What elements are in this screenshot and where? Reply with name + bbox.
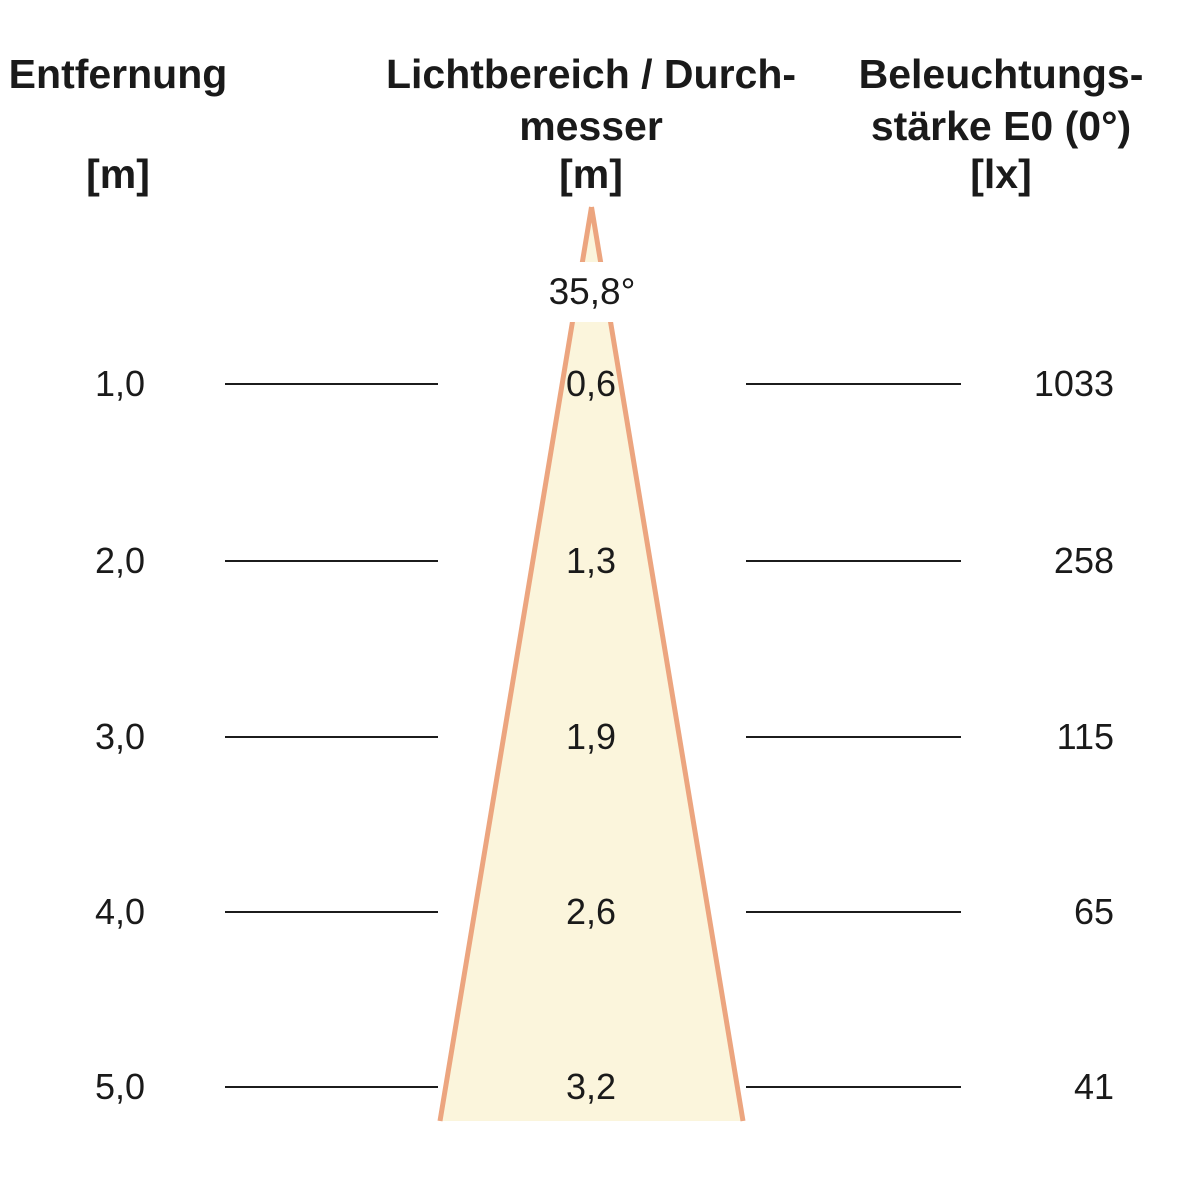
header-diameter-title-line1: Lichtbereich / Durch- [385,51,797,97]
row-line-right [746,560,961,562]
row-line-left [225,1086,438,1088]
distance-value: 5,0 [94,1066,146,1107]
row-line-left [225,383,438,385]
distance-value: 1,0 [94,363,146,404]
header-diameter-unit: [m] [559,151,623,197]
beam-angle-label: 35,8° [536,262,648,322]
light-cone-fill [440,207,743,1121]
header-distance-title: Entfernung [8,51,228,97]
illuminance-value: 1033 [1033,363,1114,404]
table-row: 1,0 0,6 1033 [0,358,1182,410]
diameter-value: 0,6 [565,363,617,404]
table-row: 5,0 3,2 41 [0,1061,1182,1113]
diameter-value: 3,2 [565,1066,617,1107]
diameter-value: 1,3 [565,540,617,581]
table-row: 3,0 1,9 115 [0,711,1182,763]
row-line-left [225,911,438,913]
light-cone-left-edge [437,206,594,1122]
header-illuminance-unit: [lx] [970,151,1032,197]
row-line-right [746,911,961,913]
row-line-left [225,736,438,738]
row-line-right [746,736,961,738]
diameter-value: 1,9 [565,716,617,757]
table-row: 2,0 1,3 258 [0,535,1182,587]
illuminance-value: 65 [1073,891,1114,932]
row-line-right [746,383,961,385]
header-illuminance-title-line2: stärke E0 (0°) [870,103,1132,149]
distance-value: 4,0 [94,891,146,932]
light-cone-right-edge [589,206,746,1122]
illuminance-value: 115 [1056,716,1114,757]
row-line-left [225,560,438,562]
illuminance-value: 41 [1073,1066,1114,1107]
diameter-value: 2,6 [565,891,617,932]
table-row: 4,0 2,6 65 [0,886,1182,938]
header-illuminance-title-line1: Beleuchtungs- [858,51,1144,97]
header-diameter-title-line2: messer [519,103,663,149]
distance-value: 3,0 [94,716,146,757]
distance-value: 2,0 [94,540,146,581]
illuminance-value: 258 [1053,540,1114,581]
header-distance-unit: [m] [86,151,150,197]
row-line-right [746,1086,961,1088]
